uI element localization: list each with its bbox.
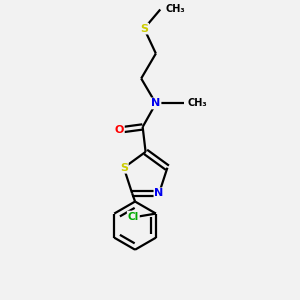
Text: N: N [154, 188, 164, 198]
Text: N: N [151, 98, 160, 108]
Text: S: S [120, 163, 128, 173]
Text: O: O [115, 125, 124, 135]
Text: Cl: Cl [128, 212, 139, 221]
Text: S: S [140, 24, 148, 34]
Text: CH₃: CH₃ [187, 98, 207, 108]
Text: CH₃: CH₃ [165, 4, 185, 14]
